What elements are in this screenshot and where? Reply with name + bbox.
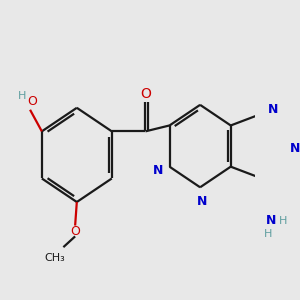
- Text: H: H: [263, 230, 272, 239]
- Text: O: O: [140, 87, 151, 101]
- Text: O: O: [27, 95, 37, 108]
- Text: N: N: [153, 164, 163, 177]
- Text: H: H: [279, 216, 287, 226]
- Text: N: N: [266, 214, 276, 227]
- Text: N: N: [290, 142, 300, 154]
- Text: N: N: [196, 194, 207, 208]
- Text: N: N: [268, 103, 278, 116]
- Text: H: H: [17, 91, 26, 101]
- Text: CH₃: CH₃: [45, 253, 65, 263]
- Text: O: O: [70, 225, 80, 238]
